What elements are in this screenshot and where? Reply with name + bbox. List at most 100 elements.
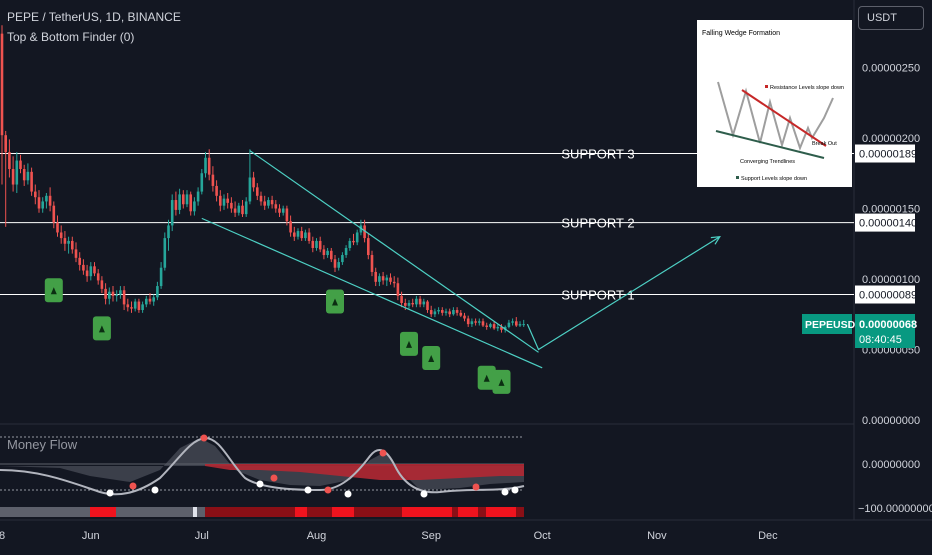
candle-body [200, 173, 204, 192]
candle-body [470, 321, 474, 325]
projection-arrowhead [710, 235, 721, 245]
candle-body [145, 298, 148, 305]
candle-body [104, 288, 107, 299]
time-tick-label-2: Jul [195, 530, 209, 542]
price-tick-label-5: 0.00000000 [862, 415, 920, 427]
candle-body [452, 310, 455, 315]
support-label-1: SUPPORT 3 [561, 147, 634, 162]
candle-body [307, 232, 311, 241]
candle-body [126, 304, 130, 308]
price-tag-price: 0.00000068 [859, 319, 917, 331]
inset-converging: Converging Trendlines [740, 159, 795, 165]
candle-body [415, 298, 418, 305]
candle-body [89, 266, 93, 277]
wedge-upper-line [249, 150, 539, 353]
candle-body [441, 310, 444, 313]
bottom-signal-arrow-5 [428, 354, 435, 362]
candle-body [352, 240, 355, 243]
support-tag-bg-3 [855, 285, 915, 304]
candle-body [444, 311, 448, 313]
candle-body [433, 311, 437, 315]
symbol-title[interactable]: PEPE / TetherUS, 1D, BINANCE [7, 10, 181, 24]
bottom-signals [44, 278, 511, 394]
candle-body [455, 310, 459, 313]
candle-body [85, 270, 89, 277]
candle-body [418, 298, 422, 305]
price-axis[interactable]: 0.00000250 0.00000200 0.00000150 0.00000100… [862, 63, 920, 428]
candle-body [293, 232, 296, 237]
candle-body [378, 276, 381, 282]
money-flow-line [0, 436, 525, 496]
candle-body [344, 247, 348, 256]
candle-body [204, 157, 207, 174]
candle-body [459, 312, 463, 316]
time-tick-label-3: Aug [307, 530, 327, 542]
time-tick-label-4: Sep [421, 530, 441, 542]
inset-break-out: Break Out [812, 141, 837, 147]
time-tick-label-6: Nov [647, 530, 667, 542]
candle-body [337, 262, 340, 268]
bottom-signal-arrow-3 [332, 298, 338, 306]
support-tag-3: 0.00000089 [859, 290, 917, 302]
bottom-signal-arrow-1 [50, 287, 57, 295]
price-tick-label-2: 0.00000150 [862, 204, 920, 216]
money-flow-axis-label-0: 0.00000000 [862, 459, 920, 471]
candle-body [119, 290, 122, 295]
support-tag-bg-2 [855, 213, 915, 232]
support-label-2: SUPPORT 2 [561, 216, 634, 231]
candle-body [108, 291, 111, 299]
candle-body [478, 321, 481, 323]
candle-body [367, 238, 370, 256]
candle-body [466, 318, 470, 325]
candle-body [96, 273, 100, 281]
candle-body [429, 310, 433, 315]
candle-body [189, 194, 192, 212]
candle-body [78, 257, 81, 265]
support-tag-2: 0.00000140 [859, 218, 917, 230]
candle-body [318, 240, 322, 250]
candle-body [256, 187, 259, 196]
candle-body [137, 301, 141, 311]
candle-body [244, 201, 248, 215]
money-flow-label[interactable]: Money Flow [7, 437, 78, 452]
support-tag-bg-1 [855, 144, 915, 163]
price-tag-symbol: PEPEUSDT [805, 319, 862, 331]
candle-body [278, 208, 281, 213]
candle-body [74, 249, 78, 258]
candle-body [159, 267, 163, 287]
candle-body [152, 297, 155, 302]
inset-legend-support: Support Levels slope down [741, 176, 807, 182]
support-label-3: SUPPORT 1 [561, 288, 634, 303]
currency-button[interactable]: USDT [858, 6, 924, 30]
falling-wedge [201, 150, 721, 369]
candle-body [156, 286, 159, 298]
candle-body [100, 280, 104, 289]
candle-body [41, 201, 44, 209]
candle-body [374, 271, 377, 282]
candle-body [111, 291, 115, 296]
candle-body [167, 225, 170, 239]
candle-body [422, 301, 426, 305]
indicator-title[interactable]: Top & Bottom Finder (0) [7, 30, 135, 44]
bottom-signal-arrow-4 [406, 340, 412, 348]
candle-body [22, 169, 26, 181]
price-tick-label-0: 0.00000250 [862, 63, 920, 75]
time-tick-label-5: Oct [534, 530, 551, 542]
candle-body [15, 160, 19, 185]
candle-body [122, 290, 126, 305]
candle-body [263, 201, 266, 206]
time-axis[interactable]: 8 Jun Jul Aug Sep Oct Nov Dec [0, 530, 778, 542]
candle-body [392, 281, 396, 284]
candle-body [289, 221, 292, 233]
candle-body [174, 200, 178, 210]
candle-body [381, 276, 385, 281]
candle-body [56, 222, 59, 233]
candle-body [211, 174, 215, 186]
candle-body [130, 307, 133, 309]
candle-body [133, 301, 137, 309]
candle-body [407, 302, 411, 306]
candle-body [322, 249, 326, 256]
candle-body [71, 240, 74, 250]
